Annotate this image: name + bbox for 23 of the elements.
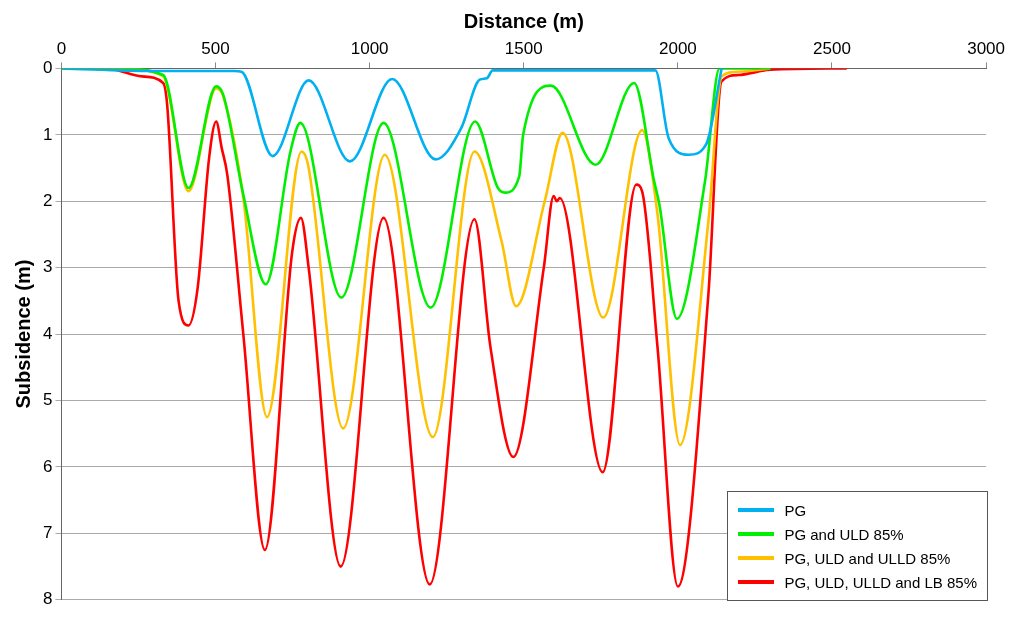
legend-label: PG, ULD, ULLD and LB 85% [784,573,977,591]
x-tick-label: 500 [201,38,230,58]
x-tick-label: 0 [56,38,67,58]
y-tick-label: 4 [42,323,53,343]
y-tick-label: 0 [42,58,53,78]
y-tick-label: 1 [42,124,53,144]
x-tick-label: 1500 [504,38,543,58]
y-tick-label: 2 [42,190,53,210]
legend-label: PG [784,501,807,519]
x-tick-label: 1000 [350,38,389,58]
y-tick-label: 6 [42,456,53,476]
y-tick-label: 8 [42,589,53,609]
x-tick-label: 2500 [813,38,851,58]
legend-label: PG, ULD and ULLD 85% [784,549,951,567]
line-series [61,68,723,163]
x-tick-label: 3000 [967,38,1005,58]
y-axis-title: Subsidence (m) [11,259,34,409]
y-tick-label: 7 [42,523,53,543]
legend-label: PG and ULD 85% [784,525,904,543]
x-axis-title: Distance (m) [463,9,584,32]
y-tick-label: 5 [42,390,53,410]
y-tick-label: 3 [42,257,53,277]
x-tick-label: 2000 [658,38,697,58]
